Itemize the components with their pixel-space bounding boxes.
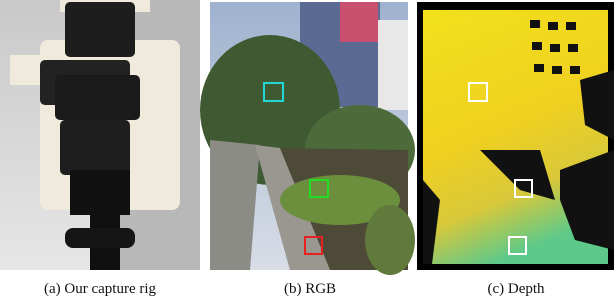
caption: (a) Our capture rig: [0, 281, 200, 298]
panel-c-image: [417, 2, 614, 270]
caption: (c) Depth: [416, 281, 616, 298]
figure-images: [0, 0, 616, 275]
panel-b-image: [200, 2, 415, 275]
caption: (b) RGB: [210, 281, 410, 298]
figure: (a) Our capture rig (b) RGB (c) Depth: [0, 0, 616, 305]
panel-a-image: [0, 0, 200, 270]
